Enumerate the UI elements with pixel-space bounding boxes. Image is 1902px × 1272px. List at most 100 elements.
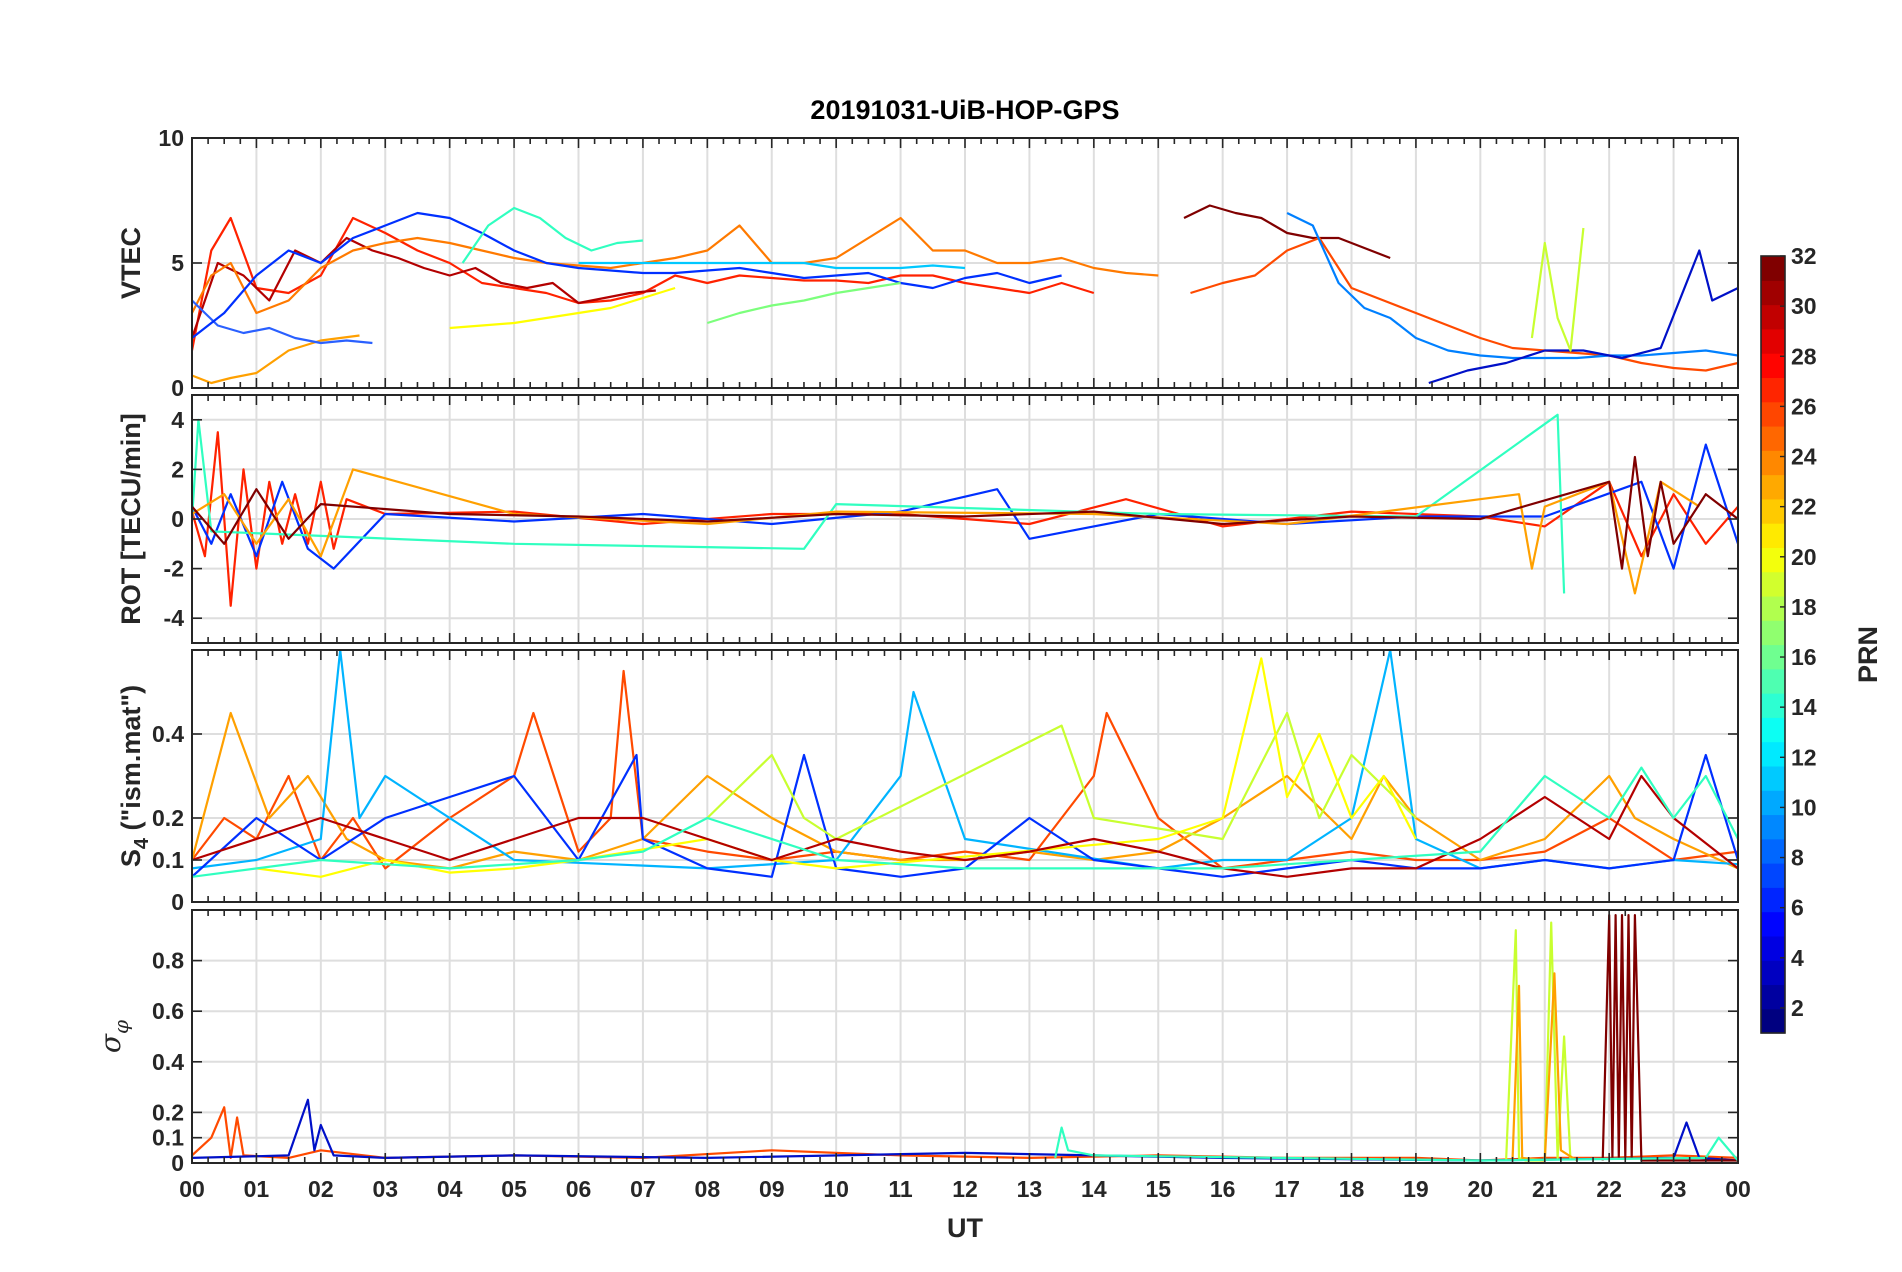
series-prn-28 — [192, 216, 1095, 351]
x-tick-label: 04 — [437, 1176, 463, 1202]
colorbar-frame — [1760, 255, 1786, 1034]
colorbar-step — [1761, 814, 1785, 840]
x-tick-label: 03 — [372, 1176, 398, 1202]
colorbar-tick-label: 14 — [1791, 694, 1817, 720]
colorbar-step — [1761, 328, 1785, 354]
x-ticks-s4 — [191, 650, 1739, 902]
y-label-rest: ("ism.mat") — [116, 685, 146, 838]
colorbar-step — [1761, 717, 1785, 743]
y-axis-label-s4: S4 ("ism.mat") — [116, 685, 153, 867]
series-prn-24 — [192, 216, 1159, 315]
colorbar-step — [1761, 911, 1785, 937]
y-label-sub: φ — [109, 1020, 133, 1034]
y-tick-label: 0.1 — [152, 847, 184, 873]
y-tick-label: 0.2 — [152, 1099, 184, 1125]
colorbar-step — [1761, 887, 1785, 913]
y-tick-label: 0 — [171, 889, 184, 915]
series-prn-18 — [1530, 227, 1585, 352]
series-prn-4 — [192, 753, 1738, 878]
colorbar-tick-label: 20 — [1791, 544, 1817, 570]
colorbar-tick-label: 22 — [1791, 494, 1817, 520]
y-tick-label: 0 — [171, 1150, 184, 1176]
colorbar-tick-label: 32 — [1791, 243, 1817, 269]
colorbar-step — [1761, 1008, 1785, 1034]
colorbar-tick-label: 26 — [1791, 393, 1817, 419]
x-tick-label: 10 — [823, 1176, 849, 1202]
x-tick-label: 00 — [1725, 1176, 1751, 1202]
series-prn-20 — [256, 657, 1417, 878]
series-prn-32 — [1601, 913, 1738, 1162]
x-tick-label: 07 — [630, 1176, 656, 1202]
colorbar-tick-label: 2 — [1791, 995, 1804, 1021]
colorbar-tick-label: 8 — [1791, 845, 1804, 871]
series-prn-12 — [578, 261, 966, 270]
colorbar-step — [1761, 280, 1785, 306]
y-tick-label: 0.4 — [152, 1049, 184, 1075]
colorbar-step — [1761, 790, 1785, 816]
y-label-sub: 4 — [131, 837, 153, 849]
series-prn-22 — [192, 334, 360, 385]
y-tick-label: 0 — [171, 506, 184, 532]
colorbar-tick-label: 12 — [1791, 744, 1817, 770]
x-tick-label: 13 — [1017, 1176, 1043, 1202]
y-tick-label: 0.6 — [152, 998, 184, 1024]
y-tick-label: 5 — [171, 250, 184, 276]
series-prn-30 — [192, 774, 1738, 878]
colorbar-step — [1761, 256, 1785, 281]
x-tick-label: 20 — [1468, 1176, 1494, 1202]
x-tick-label: 05 — [501, 1176, 527, 1202]
colorbar-step — [1761, 838, 1785, 864]
colorbar-step — [1761, 620, 1785, 646]
series-prn-18 — [706, 711, 1417, 841]
x-tick-label: 21 — [1532, 1176, 1558, 1202]
colorbar-step — [1761, 474, 1785, 500]
panel-vtec: 0 5 10 VTEC — [116, 125, 1739, 401]
colorbar-step — [1761, 450, 1785, 476]
colorbar-tick-label: 18 — [1791, 594, 1817, 620]
grid-sigma — [192, 910, 1738, 1163]
y-tick-label: 0.1 — [152, 1125, 184, 1151]
y-axis-label-sigma: σφ — [94, 1020, 133, 1053]
panel-s4: 00.10.20.4S4 ("ism.mat") — [116, 649, 1739, 915]
colorbar-tick-label: 30 — [1791, 293, 1817, 319]
series-prn-32 — [1183, 204, 1391, 260]
x-tick-label: 18 — [1339, 1176, 1365, 1202]
colorbar-tick-label: 16 — [1791, 644, 1817, 670]
series-prn-4 — [192, 443, 1738, 570]
colorbar-tick-label: 24 — [1791, 444, 1817, 470]
x-ticks-sigma — [191, 910, 1739, 1163]
x-tick-label: 17 — [1274, 1176, 1300, 1202]
y-label-main: σ — [94, 1033, 127, 1053]
colorbar-step — [1761, 960, 1785, 986]
x-tick-label: 08 — [695, 1176, 721, 1202]
colorbar-step — [1761, 765, 1785, 791]
series-prn-30 — [192, 236, 656, 339]
colorbar-step — [1761, 498, 1785, 524]
series-prn-6 — [192, 1098, 1738, 1162]
y-label-main: S — [116, 849, 146, 867]
series-group-vtec — [192, 204, 1738, 385]
y-tick-label: -2 — [164, 556, 184, 582]
x-tick-label: 14 — [1081, 1176, 1107, 1202]
colorbar-step — [1761, 984, 1785, 1010]
x-ticks-vtec — [191, 138, 1739, 388]
colorbar-step — [1761, 863, 1785, 888]
y-tick-label: -4 — [164, 605, 185, 631]
y-tick-label: 2 — [171, 456, 184, 482]
chart-title: 20191031-UiB-HOP-GPS — [810, 95, 1119, 125]
colorbar-step — [1761, 377, 1785, 403]
series-prn-8 — [192, 299, 373, 345]
series-prn-16 — [706, 281, 901, 325]
series-prn-26 — [1190, 236, 1738, 372]
x-tick-label: 15 — [1145, 1176, 1171, 1202]
x-tick-label: 23 — [1661, 1176, 1687, 1202]
y-tick-label: 0.2 — [152, 805, 184, 831]
series-prn-10 — [1286, 212, 1738, 360]
x-ticks-rot — [191, 395, 1739, 643]
y-tick-label: 10 — [158, 125, 184, 151]
y-axis-label-rot: ROT [TECU/min] — [116, 413, 146, 624]
colorbar-step — [1761, 401, 1785, 427]
